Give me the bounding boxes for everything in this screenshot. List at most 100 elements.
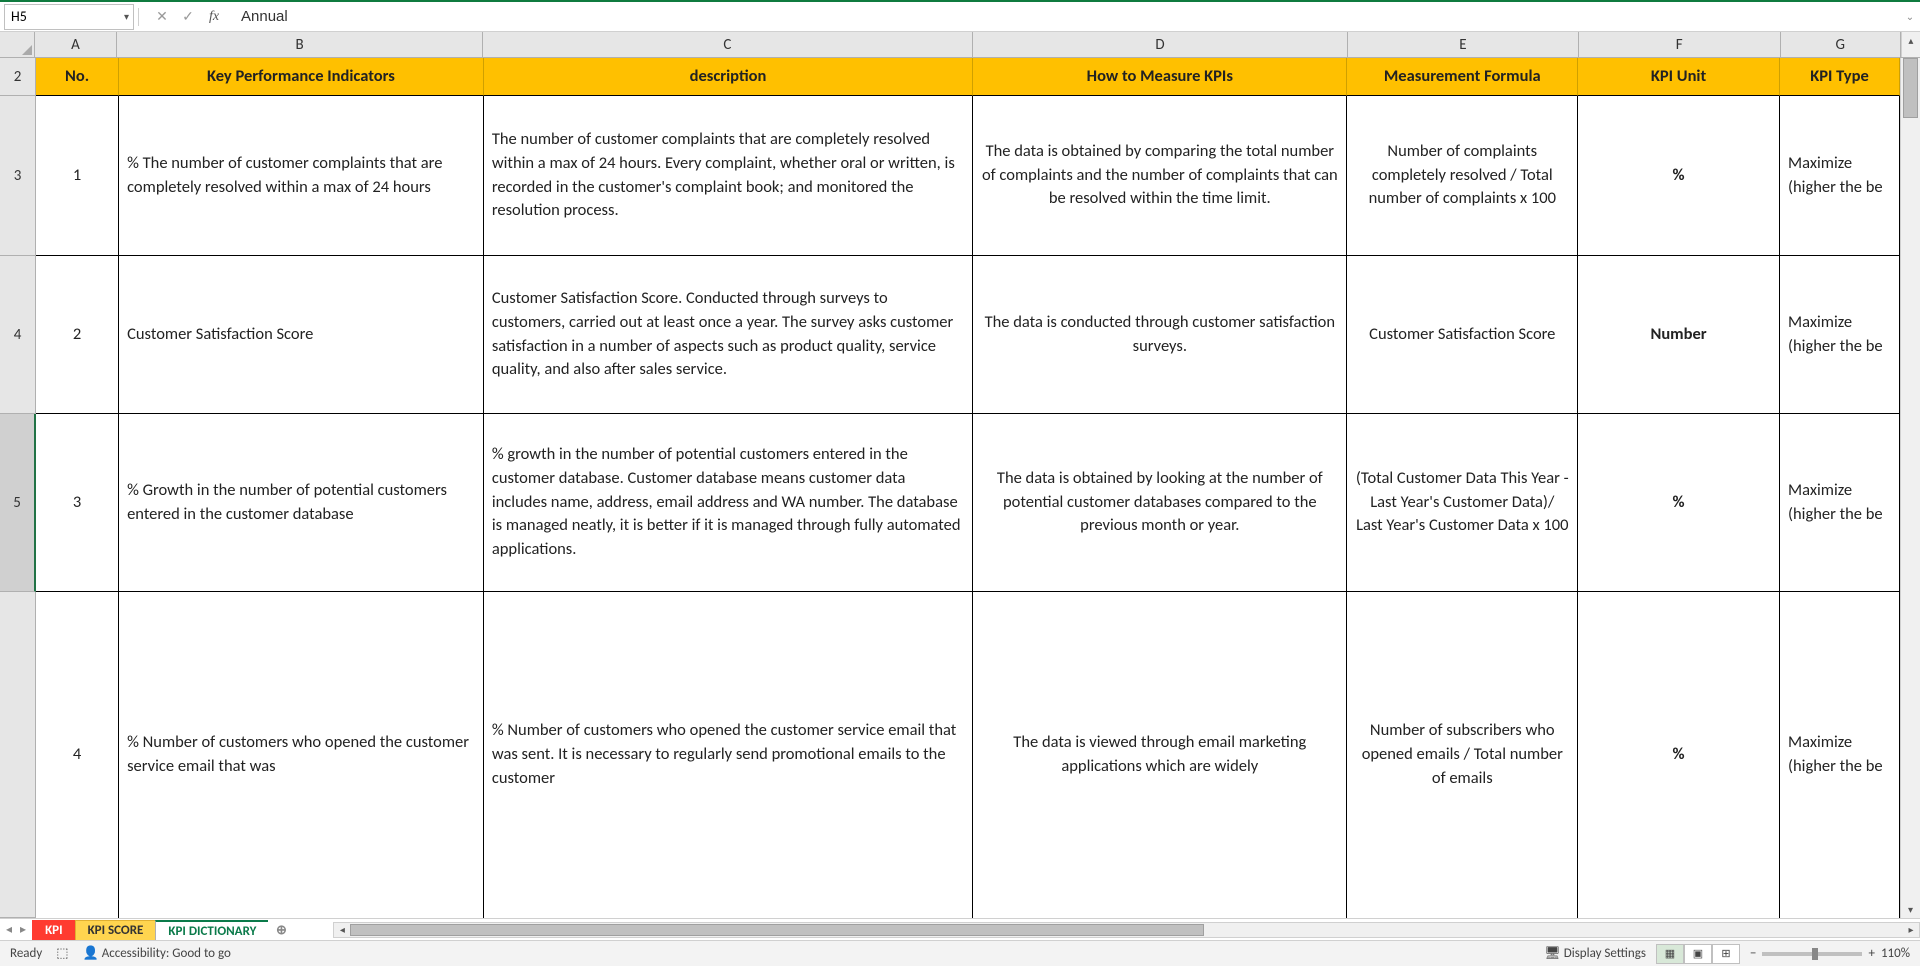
tab-kpi-score[interactable]: KPI SCORE <box>75 920 157 940</box>
zoom-slider[interactable] <box>1762 952 1862 956</box>
row-header-5[interactable]: 5 <box>0 414 36 592</box>
cell-formula[interactable]: Number of subscribers who opened emails … <box>1347 592 1578 918</box>
cell-desc[interactable]: Customer Satisfaction Score. Conducted t… <box>484 256 973 414</box>
name-box-value: H5 <box>11 8 27 25</box>
accept-icon[interactable]: ✓ <box>175 6 201 28</box>
cell-desc[interactable]: % growth in the number of potential cust… <box>484 414 973 592</box>
grid-body: 2 3 4 5 No. Key Performance Indicators d… <box>0 58 1920 918</box>
cell-no[interactable]: 2 <box>36 256 119 414</box>
zoom-level[interactable]: 110% <box>1881 946 1910 961</box>
cell-type[interactable]: Maximize (higher the be <box>1780 414 1900 592</box>
cell-formula[interactable]: Customer Satisfaction Score <box>1347 256 1578 414</box>
zoom-slider-knob[interactable] <box>1812 948 1818 960</box>
header-unit[interactable]: KPI Unit <box>1578 58 1780 96</box>
cell-formula[interactable]: (Total Customer Data This Year - Last Ye… <box>1347 414 1578 592</box>
cell-unit[interactable]: Number <box>1578 256 1780 414</box>
accessibility-icon: 👤 <box>83 946 99 961</box>
header-desc[interactable]: description <box>484 58 973 96</box>
sheet-nav: ◂ ▸ <box>0 919 32 940</box>
hscroll-thumb[interactable] <box>350 924 1204 936</box>
vscroll-track[interactable] <box>1901 58 1920 901</box>
sheet-nav-next-icon[interactable]: ▸ <box>20 922 26 937</box>
cell-type[interactable]: Maximize (higher the be <box>1780 96 1900 256</box>
accessibility-text: Accessibility: Good to go <box>102 946 231 961</box>
vscroll-thumb[interactable] <box>1903 58 1918 118</box>
fx-icon[interactable]: fx <box>201 6 227 28</box>
col-header-E[interactable]: E <box>1348 32 1579 57</box>
col-header-A[interactable]: A <box>35 32 118 57</box>
table-row: 1 % The number of customer complaints th… <box>36 96 1900 256</box>
sheet-nav-prev-icon[interactable]: ◂ <box>6 922 12 937</box>
header-kpi[interactable]: Key Performance Indicators <box>119 58 484 96</box>
cell-type[interactable]: Maximize (higher the be <box>1780 592 1900 918</box>
hscroll-container: ◂ ▸ <box>293 919 1920 940</box>
name-box-dropdown-icon[interactable]: ▾ <box>124 10 129 23</box>
header-formula[interactable]: Measurement Formula <box>1347 58 1578 96</box>
display-settings-button[interactable]: 🖥 Display Settings <box>1544 946 1646 961</box>
view-normal-icon[interactable]: ▦ <box>1656 944 1684 964</box>
tab-kpi-dictionary[interactable]: KPI DICTIONARY <box>155 920 269 940</box>
formula-input[interactable] <box>233 5 1900 29</box>
status-ready: Ready <box>10 946 42 961</box>
tab-kpi[interactable]: KPI <box>32 920 76 940</box>
col-header-D[interactable]: D <box>973 32 1348 57</box>
header-type[interactable]: KPI Type <box>1780 58 1900 96</box>
cell-desc[interactable]: The number of customer complaints that a… <box>484 96 973 256</box>
zoom-in-button[interactable]: + <box>1868 946 1874 961</box>
row-header-6[interactable] <box>0 592 36 918</box>
status-left: Ready ⬚ 👤 Accessibility: Good to go <box>10 946 231 961</box>
header-how[interactable]: How to Measure KPIs <box>973 58 1347 96</box>
row-header-2[interactable]: 2 <box>0 58 36 96</box>
display-settings-icon: 🖥 <box>1544 946 1561 961</box>
cell-desc[interactable]: % Number of customers who opened the cus… <box>484 592 973 918</box>
cell-no[interactable]: 3 <box>36 414 119 592</box>
formula-expand-icon[interactable]: ⌄ <box>1900 10 1920 23</box>
hscroll-track[interactable] <box>350 923 1903 937</box>
vscroll-down-icon[interactable]: ▾ <box>1908 901 1913 918</box>
cell-formula[interactable]: Number of complaints completely resolved… <box>1347 96 1578 256</box>
row-header-4[interactable]: 4 <box>0 256 36 414</box>
header-no[interactable]: No. <box>36 58 119 96</box>
view-page-layout-icon[interactable]: ▣ <box>1684 944 1712 964</box>
cell-unit[interactable]: % <box>1578 592 1780 918</box>
table-row: 4 % Number of customers who opened the c… <box>36 592 1900 918</box>
grid-rows: No. Key Performance Indicators descripti… <box>36 58 1900 918</box>
cell-how[interactable]: The data is obtained by comparing the to… <box>973 96 1347 256</box>
cell-how[interactable]: The data is conducted through customer s… <box>973 256 1347 414</box>
hscroll-right-icon[interactable]: ▸ <box>1903 923 1919 936</box>
col-header-F[interactable]: F <box>1579 32 1781 57</box>
status-right: 🖥 Display Settings ▦ ▣ ⊞ − + 110% <box>1544 944 1910 964</box>
col-header-C[interactable]: C <box>483 32 973 57</box>
cell-how[interactable]: The data is obtained by looking at the n… <box>973 414 1347 592</box>
table-header-row: No. Key Performance Indicators descripti… <box>36 58 1900 96</box>
cell-no[interactable]: 4 <box>36 592 119 918</box>
display-settings-label: Display Settings <box>1564 946 1646 961</box>
select-all-corner[interactable] <box>0 32 35 57</box>
view-page-break-icon[interactable]: ⊞ <box>1712 944 1740 964</box>
status-bar: Ready ⬚ 👤 Accessibility: Good to go 🖥 Di… <box>0 940 1920 966</box>
zoom-out-button[interactable]: − <box>1750 946 1756 961</box>
cell-unit[interactable]: % <box>1578 96 1780 256</box>
new-sheet-button[interactable]: ⊕ <box>268 920 294 940</box>
cancel-icon[interactable]: ✕ <box>149 6 175 28</box>
row-header-3[interactable]: 3 <box>0 96 36 256</box>
col-header-G[interactable]: G <box>1781 32 1901 57</box>
accessibility-status[interactable]: 👤 Accessibility: Good to go <box>83 946 231 961</box>
cell-kpi[interactable]: Customer Satisfaction Score <box>119 256 484 414</box>
cell-kpi[interactable]: % The number of customer complaints that… <box>119 96 484 256</box>
table-row: 2 Customer Satisfaction Score Customer S… <box>36 256 1900 414</box>
hscroll-left-icon[interactable]: ◂ <box>334 923 350 936</box>
vscroll-up[interactable]: ▴ <box>1901 32 1920 57</box>
cell-no[interactable]: 1 <box>36 96 119 256</box>
cell-how[interactable]: The data is viewed through email marketi… <box>973 592 1347 918</box>
zoom-controls: − + 110% <box>1750 946 1910 961</box>
cell-kpi[interactable]: % Number of customers who opened the cus… <box>119 592 484 918</box>
col-header-B[interactable]: B <box>117 32 482 57</box>
name-box[interactable]: H5 ▾ <box>4 4 134 30</box>
cell-unit[interactable]: % <box>1578 414 1780 592</box>
cell-kpi[interactable]: % Growth in the number of potential cust… <box>119 414 484 592</box>
horizontal-scrollbar[interactable]: ◂ ▸ <box>333 922 1920 938</box>
macro-record-icon[interactable]: ⬚ <box>56 946 68 961</box>
vertical-scrollbar[interactable]: ▾ <box>1900 58 1920 918</box>
cell-type[interactable]: Maximize (higher the be <box>1780 256 1900 414</box>
